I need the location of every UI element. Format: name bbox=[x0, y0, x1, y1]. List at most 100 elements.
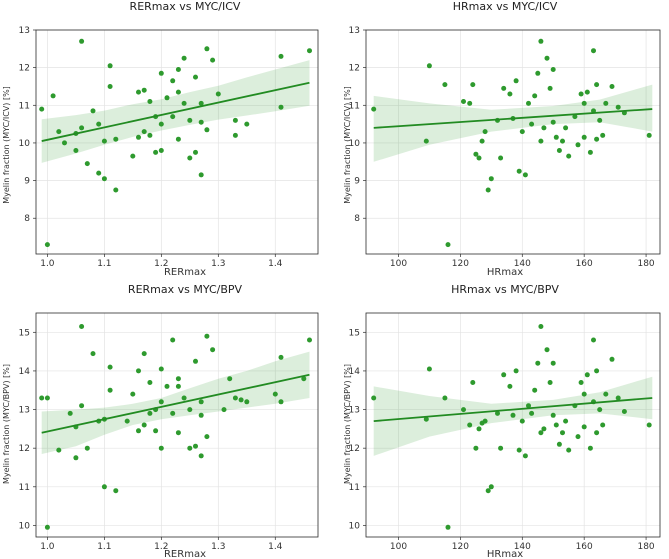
data-point bbox=[587, 149, 593, 155]
y-tick-label: 15 bbox=[349, 328, 360, 338]
data-point bbox=[67, 410, 73, 416]
data-point bbox=[232, 117, 238, 123]
data-point bbox=[44, 242, 50, 248]
data-point bbox=[244, 399, 250, 405]
data-point bbox=[158, 148, 164, 153]
data-point bbox=[175, 67, 181, 72]
data-point bbox=[221, 407, 227, 413]
data-point bbox=[204, 127, 210, 133]
data-point bbox=[544, 347, 550, 353]
x-tick-label: 1.1 bbox=[97, 259, 111, 269]
data-point bbox=[442, 395, 448, 401]
data-point bbox=[591, 48, 596, 54]
y-tick-label: 13 bbox=[19, 26, 30, 36]
data-point bbox=[170, 337, 176, 343]
data-point bbox=[113, 187, 119, 193]
data-point bbox=[594, 430, 600, 436]
data-point bbox=[560, 430, 565, 436]
regression-line bbox=[373, 108, 653, 129]
x-tick-label: 1.2 bbox=[154, 259, 168, 269]
y-axis-title: Myelin fraction (MYC/ICV) [%] bbox=[343, 86, 352, 204]
data-point bbox=[445, 524, 451, 530]
data-point bbox=[175, 383, 181, 389]
data-point bbox=[563, 125, 569, 131]
data-point bbox=[532, 93, 538, 99]
data-point bbox=[210, 347, 216, 353]
scatter-points bbox=[371, 324, 652, 530]
data-point bbox=[470, 380, 476, 385]
x-axis-title: RERmax bbox=[164, 549, 206, 559]
y-tick-label: 8 bbox=[24, 214, 30, 224]
data-point bbox=[198, 100, 204, 106]
data-point bbox=[39, 106, 45, 112]
data-point bbox=[495, 410, 500, 416]
x-tick-label: 1.2 bbox=[154, 542, 168, 552]
data-point bbox=[513, 368, 519, 374]
y-tick-label: 10 bbox=[349, 521, 361, 531]
scatter-points bbox=[371, 38, 652, 248]
y-tick-label: 11 bbox=[19, 483, 30, 493]
x-tick-label: 1.4 bbox=[268, 259, 283, 269]
y-tick-label: 8 bbox=[354, 214, 360, 224]
confidence-band bbox=[41, 351, 310, 454]
data-point bbox=[141, 351, 147, 357]
data-point bbox=[136, 428, 141, 434]
data-point bbox=[594, 136, 600, 142]
data-point bbox=[526, 100, 531, 106]
data-point bbox=[96, 170, 102, 176]
y-tick-label: 9 bbox=[24, 177, 30, 187]
data-point bbox=[615, 395, 621, 401]
data-point bbox=[107, 84, 113, 89]
data-point bbox=[467, 100, 473, 106]
gridlines bbox=[36, 313, 318, 537]
data-point bbox=[461, 99, 466, 104]
y-axis-title: Myelin fraction (MYC/BPV) [%] bbox=[343, 364, 352, 484]
x-tick-label: 140 bbox=[514, 259, 531, 269]
y-tick-label: 15 bbox=[19, 328, 30, 338]
data-point bbox=[485, 488, 491, 494]
data-point bbox=[426, 63, 432, 69]
x-tick-label: 1.0 bbox=[40, 259, 55, 269]
data-point bbox=[578, 380, 584, 385]
data-point bbox=[556, 148, 562, 153]
data-point bbox=[73, 455, 79, 461]
data-point bbox=[175, 430, 181, 436]
y-tick-label: 11 bbox=[349, 483, 360, 493]
data-point bbox=[371, 106, 377, 112]
data-point bbox=[215, 91, 221, 97]
data-point bbox=[541, 125, 547, 131]
data-point bbox=[307, 48, 312, 54]
data-point bbox=[198, 412, 204, 418]
data-point bbox=[513, 78, 519, 84]
panel-title: RERmax vs MYC/BPV bbox=[128, 283, 243, 296]
panel-rermax-vs-myc-bpv: RERmax vs MYC/BPV RERmax Myelin fraction… bbox=[2, 283, 319, 559]
data-point bbox=[578, 91, 584, 97]
data-point bbox=[556, 441, 562, 447]
data-point bbox=[141, 422, 147, 428]
data-point bbox=[594, 82, 600, 88]
data-point bbox=[488, 484, 494, 490]
x-tick-label: 180 bbox=[637, 542, 654, 552]
data-point bbox=[278, 399, 284, 405]
plot-frame bbox=[365, 312, 661, 538]
data-point bbox=[507, 383, 513, 389]
plot-frame bbox=[365, 29, 661, 255]
data-point bbox=[187, 117, 193, 123]
y-tick-label: 12 bbox=[349, 64, 360, 74]
data-point bbox=[113, 488, 119, 494]
x-axis-title: HRmax bbox=[487, 267, 523, 278]
data-point bbox=[101, 484, 107, 490]
data-point bbox=[501, 85, 507, 91]
y-tick-label: 12 bbox=[349, 444, 360, 454]
data-point bbox=[79, 324, 85, 329]
regression-line bbox=[41, 81, 310, 142]
data-point bbox=[193, 149, 198, 155]
data-point bbox=[547, 380, 553, 385]
data-point bbox=[84, 161, 90, 167]
data-point bbox=[538, 324, 544, 329]
data-point bbox=[597, 117, 603, 123]
y-tick-label: 11 bbox=[19, 101, 30, 111]
data-point bbox=[170, 78, 176, 84]
y-axis-title: Myelin fraction (MYC/ICV) [%] bbox=[2, 86, 11, 204]
data-point bbox=[482, 418, 488, 424]
